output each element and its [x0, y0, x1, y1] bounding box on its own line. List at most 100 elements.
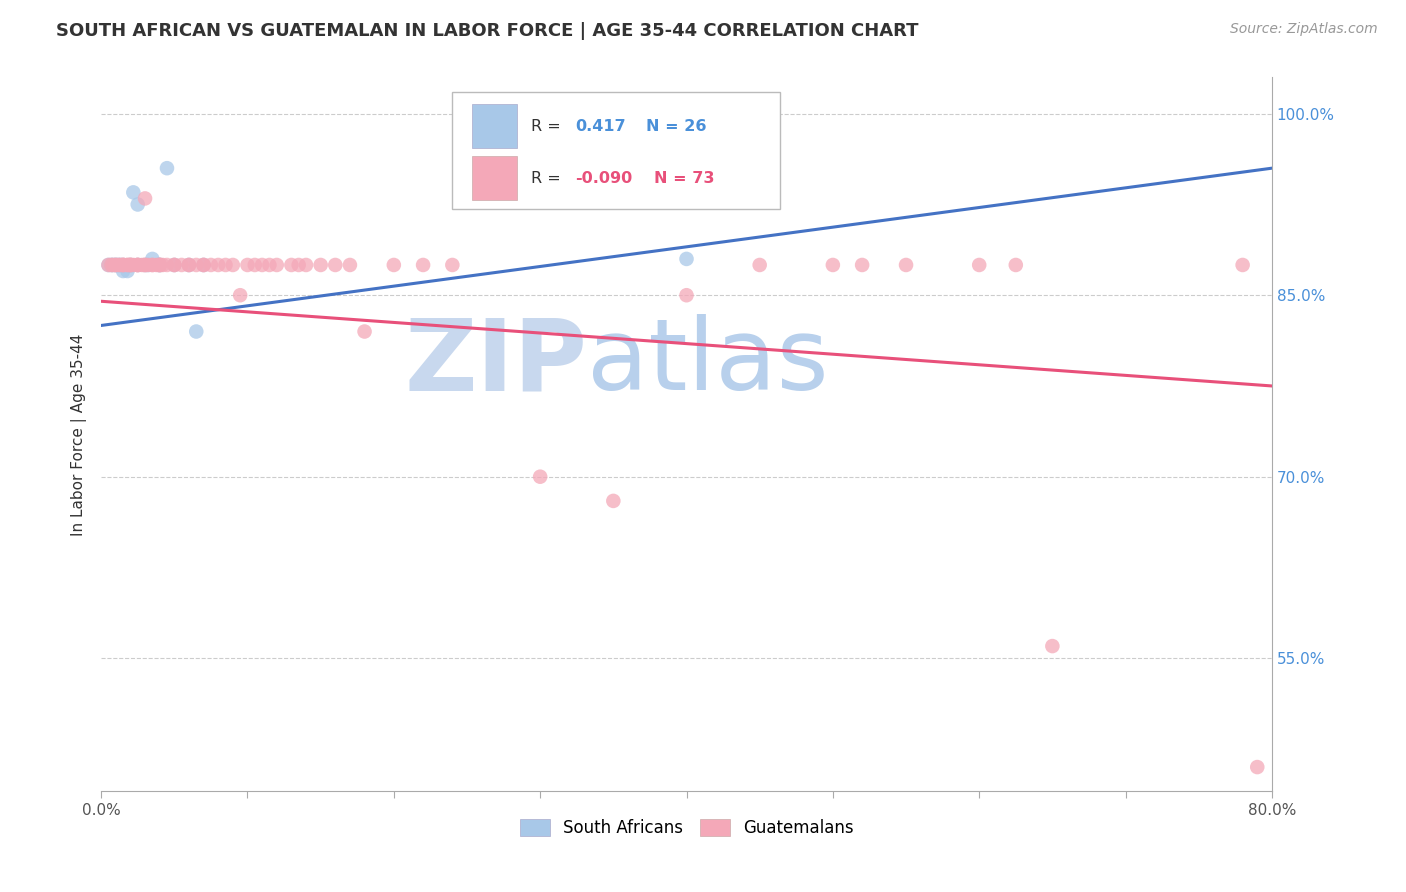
Point — [186, 258, 208, 272]
FancyBboxPatch shape — [472, 104, 517, 148]
Point — [108, 258, 131, 272]
Point — [149, 258, 172, 272]
Point — [156, 161, 179, 176]
Point — [100, 258, 122, 272]
Point — [967, 258, 990, 272]
Point — [127, 258, 149, 272]
Text: 0.417: 0.417 — [575, 119, 626, 134]
Point — [163, 258, 186, 272]
Point — [236, 258, 259, 272]
Point — [177, 258, 200, 272]
Point — [250, 258, 273, 272]
Point — [894, 258, 917, 272]
Point — [309, 258, 332, 272]
Point — [149, 258, 172, 272]
Text: atlas: atlas — [586, 315, 828, 411]
Point — [112, 258, 135, 272]
Text: Source: ZipAtlas.com: Source: ZipAtlas.com — [1230, 22, 1378, 37]
Point — [112, 258, 135, 272]
Point — [134, 258, 156, 272]
Point — [108, 258, 131, 272]
Point — [145, 258, 167, 272]
Point — [107, 258, 129, 272]
Point — [117, 258, 139, 272]
Point — [120, 258, 142, 272]
Point — [127, 197, 149, 211]
Point — [748, 258, 770, 272]
Point — [141, 258, 163, 272]
Point — [193, 258, 215, 272]
Point — [170, 258, 193, 272]
Text: ZIP: ZIP — [404, 315, 586, 411]
Point — [104, 258, 127, 272]
Text: R =: R = — [531, 170, 561, 186]
Point — [117, 258, 139, 272]
Point — [1004, 258, 1026, 272]
Point — [266, 258, 288, 272]
Point — [1232, 258, 1254, 272]
Point — [214, 258, 236, 272]
Point — [101, 258, 124, 272]
FancyBboxPatch shape — [472, 156, 517, 201]
Text: SOUTH AFRICAN VS GUATEMALAN IN LABOR FORCE | AGE 35-44 CORRELATION CHART: SOUTH AFRICAN VS GUATEMALAN IN LABOR FOR… — [56, 22, 918, 40]
Point — [97, 258, 120, 272]
Point — [675, 288, 697, 302]
Point — [177, 258, 200, 272]
Point — [287, 258, 309, 272]
Point — [134, 191, 156, 205]
Point — [243, 258, 266, 272]
Point — [339, 258, 361, 272]
Text: R =: R = — [531, 119, 561, 134]
Point — [101, 258, 124, 272]
Point — [295, 258, 318, 272]
Point — [259, 258, 281, 272]
Point — [1040, 639, 1063, 653]
Point — [97, 258, 120, 272]
Point — [120, 258, 142, 272]
Point — [821, 258, 844, 272]
Point — [720, 186, 742, 200]
Legend: South Africans, Guatemalans: South Africans, Guatemalans — [513, 812, 860, 844]
Text: N = 73: N = 73 — [654, 170, 714, 186]
Point — [107, 258, 129, 272]
Point — [207, 258, 229, 272]
Point — [127, 258, 149, 272]
Point — [104, 258, 127, 272]
Point — [117, 264, 139, 278]
FancyBboxPatch shape — [453, 92, 780, 210]
Point — [112, 258, 135, 272]
Point — [1246, 760, 1268, 774]
Point — [141, 258, 163, 272]
Point — [353, 325, 375, 339]
Point — [186, 325, 208, 339]
Point — [163, 258, 186, 272]
Text: N = 26: N = 26 — [645, 119, 706, 134]
Point — [704, 107, 727, 121]
Point — [134, 258, 156, 272]
Text: -0.090: -0.090 — [575, 170, 633, 186]
Point — [122, 186, 145, 200]
Point — [529, 469, 551, 483]
Point — [412, 258, 434, 272]
Point — [141, 252, 163, 266]
Point — [229, 288, 252, 302]
Point — [163, 258, 186, 272]
Point — [100, 258, 122, 272]
Point — [149, 258, 172, 272]
Point — [851, 258, 873, 272]
Point — [136, 258, 159, 272]
Point — [120, 258, 142, 272]
Point — [156, 258, 179, 272]
Point — [104, 258, 127, 272]
Point — [323, 258, 346, 272]
Point — [112, 258, 135, 272]
Point — [177, 258, 200, 272]
Point — [280, 258, 302, 272]
Point — [222, 258, 245, 272]
Point — [602, 494, 624, 508]
Point — [120, 258, 142, 272]
Point — [193, 258, 215, 272]
Y-axis label: In Labor Force | Age 35-44: In Labor Force | Age 35-44 — [72, 334, 87, 535]
Point — [193, 258, 215, 272]
Point — [149, 258, 172, 272]
